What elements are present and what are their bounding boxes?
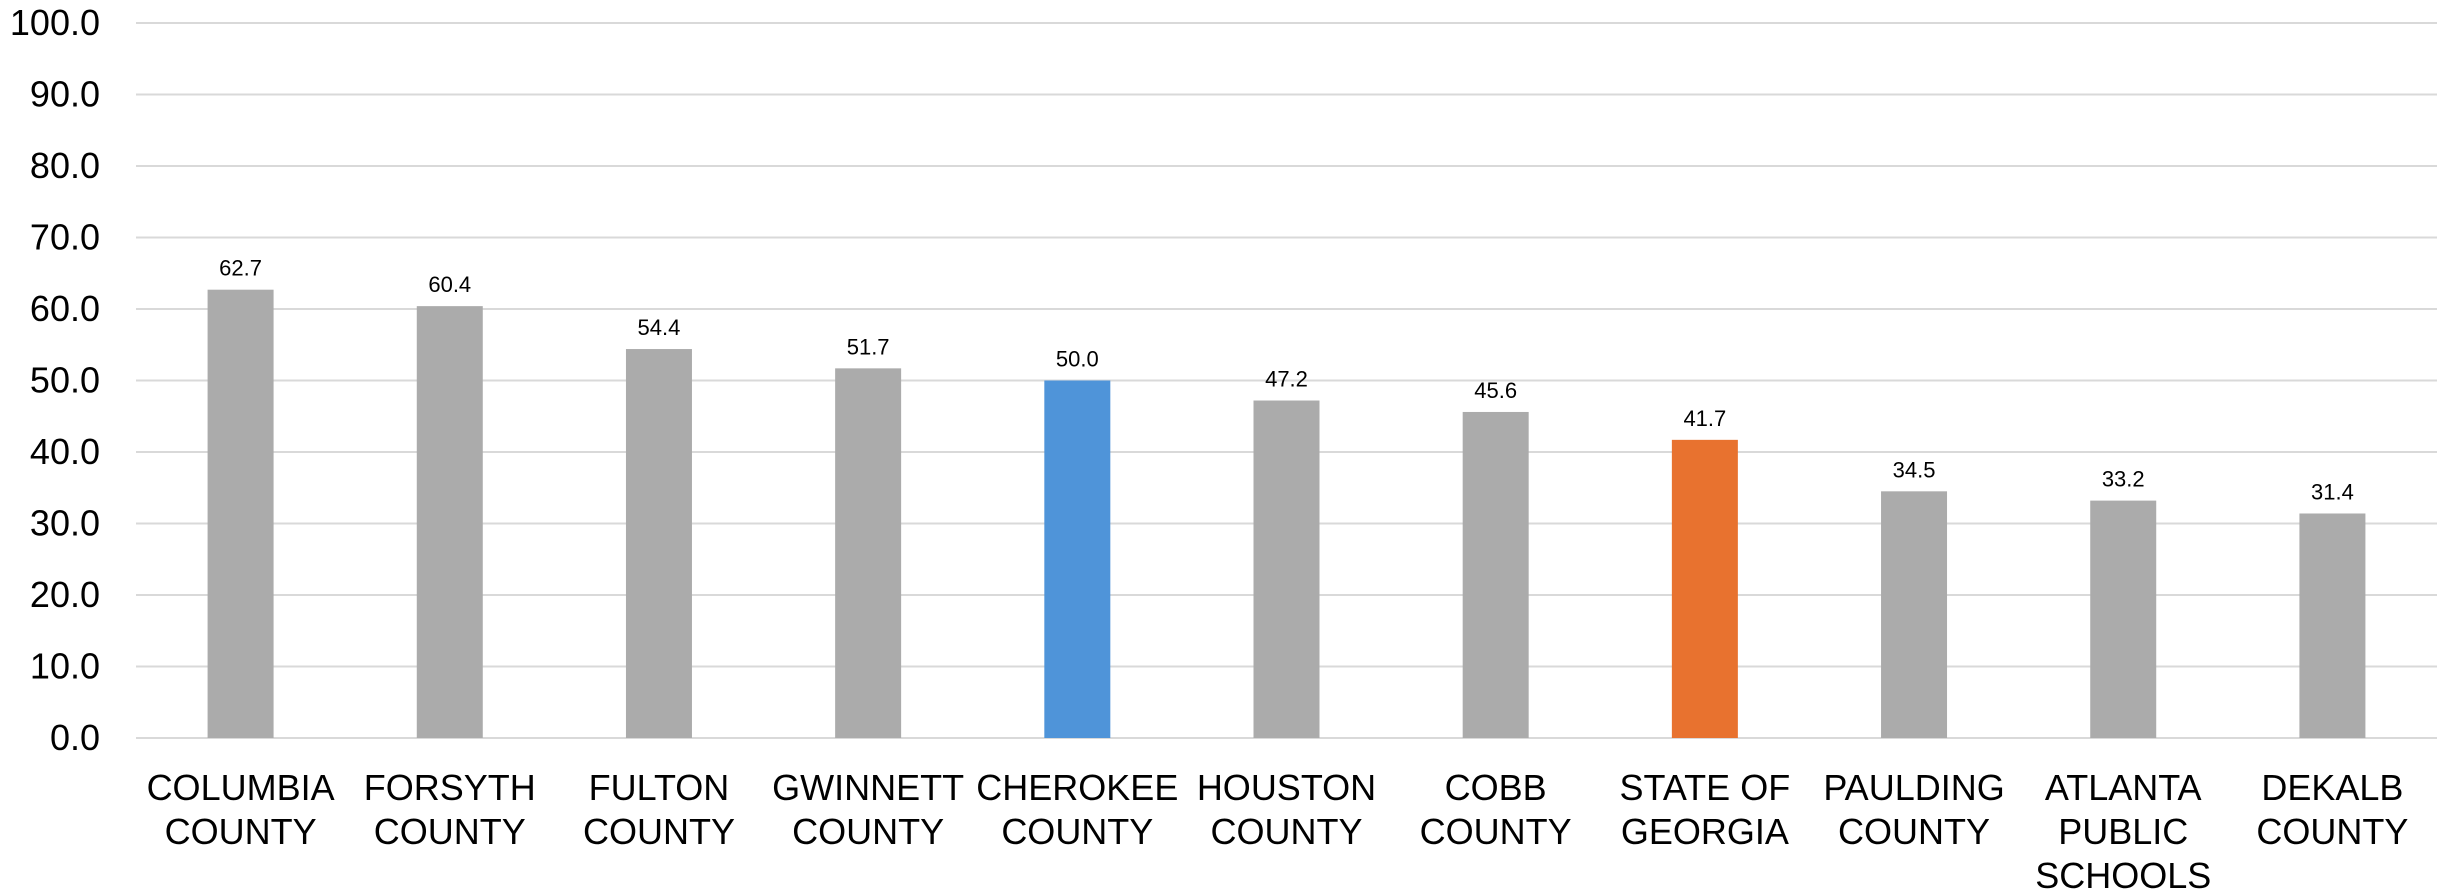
category-label: FULTON COUNTY xyxy=(583,767,735,852)
category-label-line: ATLANTA xyxy=(2045,767,2202,808)
category-label: COLUMBIA COUNTY xyxy=(147,767,335,852)
category-label-line: GEORGIA xyxy=(1621,811,1789,852)
y-tick-label: 100.0 xyxy=(10,2,100,43)
y-tick-label: 60.0 xyxy=(30,288,100,329)
category-label: GWINNETT COUNTY xyxy=(772,767,964,852)
category-label-line: PUBLIC xyxy=(2058,811,2188,852)
bar xyxy=(2299,513,2366,738)
category-label-line: FULTON xyxy=(589,767,730,808)
y-tick-label: 50.0 xyxy=(30,360,100,401)
data-label: 62.7 xyxy=(219,256,262,281)
y-axis-tick-labels: 0.0 10.0 20.0 30.0 40.0 50.0 60.0 70.0 80.0 90.0 1… xyxy=(10,2,100,758)
bar xyxy=(1253,400,1320,738)
category-label-line: CHEROKEE xyxy=(976,767,1178,808)
category-label-line: COUNTY xyxy=(1001,811,1153,852)
y-tick-label: 0.0 xyxy=(50,717,100,758)
bar xyxy=(1462,411,1529,738)
bar xyxy=(207,289,274,738)
category-label: ATLANTA PUBLIC SCHOOLS xyxy=(2035,767,2211,892)
bar xyxy=(835,368,902,738)
bar xyxy=(1881,491,1948,738)
category-label-line: SCHOOLS xyxy=(2035,855,2211,892)
bar xyxy=(2090,500,2157,738)
bar xyxy=(1671,439,1738,738)
data-label: 34.5 xyxy=(1893,457,1936,482)
category-label: COBB COUNTY xyxy=(1420,767,1572,852)
data-labels: 62.7 60.4 54.4 51.7 50.0 47.2 45.6 41.7 34.5 33.2… xyxy=(219,256,2354,505)
category-label-line: COUNTY xyxy=(374,811,526,852)
category-label: PAULDING COUNTY xyxy=(1823,767,2004,852)
category-label-line: COBB xyxy=(1445,767,1547,808)
y-tick-label: 80.0 xyxy=(30,145,100,186)
data-label: 54.4 xyxy=(638,315,681,340)
category-label-line: DEKALB xyxy=(2261,767,2403,808)
data-label: 33.2 xyxy=(2102,467,2145,492)
data-label: 51.7 xyxy=(847,334,890,359)
category-label-line: COUNTY xyxy=(792,811,944,852)
data-label: 47.2 xyxy=(1265,367,1308,392)
category-label: FORSYTH COUNTY xyxy=(364,767,536,852)
category-label-line: PAULDING xyxy=(1823,767,2004,808)
y-tick-label: 30.0 xyxy=(30,503,100,544)
bar xyxy=(1044,380,1111,738)
y-tick-label: 20.0 xyxy=(30,574,100,615)
bar xyxy=(625,349,692,738)
category-label-line: COUNTY xyxy=(583,811,735,852)
category-label-line: COUNTY xyxy=(1211,811,1363,852)
y-tick-label: 70.0 xyxy=(30,217,100,258)
category-label: HOUSTON COUNTY xyxy=(1197,767,1376,852)
category-label-line: STATE OF xyxy=(1620,767,1791,808)
category-label-line: COUNTY xyxy=(2256,811,2408,852)
category-label-line: COLUMBIA xyxy=(147,767,335,808)
data-label: 60.4 xyxy=(428,272,471,297)
category-label-line: COUNTY xyxy=(165,811,317,852)
data-label: 31.4 xyxy=(2311,479,2354,504)
y-tick-label: 40.0 xyxy=(30,431,100,472)
category-label-line: FORSYTH xyxy=(364,767,536,808)
category-label-line: GWINNETT xyxy=(772,767,964,808)
data-label: 50.0 xyxy=(1056,347,1099,372)
category-label: DEKALB COUNTY xyxy=(2256,767,2408,852)
category-label-line: HOUSTON xyxy=(1197,767,1376,808)
category-label-line: COUNTY xyxy=(1420,811,1572,852)
data-label: 41.7 xyxy=(1683,406,1726,431)
y-tick-label: 10.0 xyxy=(30,646,100,687)
category-label: STATE OF GEORGIA xyxy=(1620,767,1791,852)
category-label-line: COUNTY xyxy=(1838,811,1990,852)
bars xyxy=(207,289,2366,738)
bar xyxy=(416,306,483,738)
y-tick-label: 90.0 xyxy=(30,74,100,115)
data-label: 45.6 xyxy=(1474,378,1517,403)
category-label: CHEROKEE COUNTY xyxy=(976,767,1178,852)
